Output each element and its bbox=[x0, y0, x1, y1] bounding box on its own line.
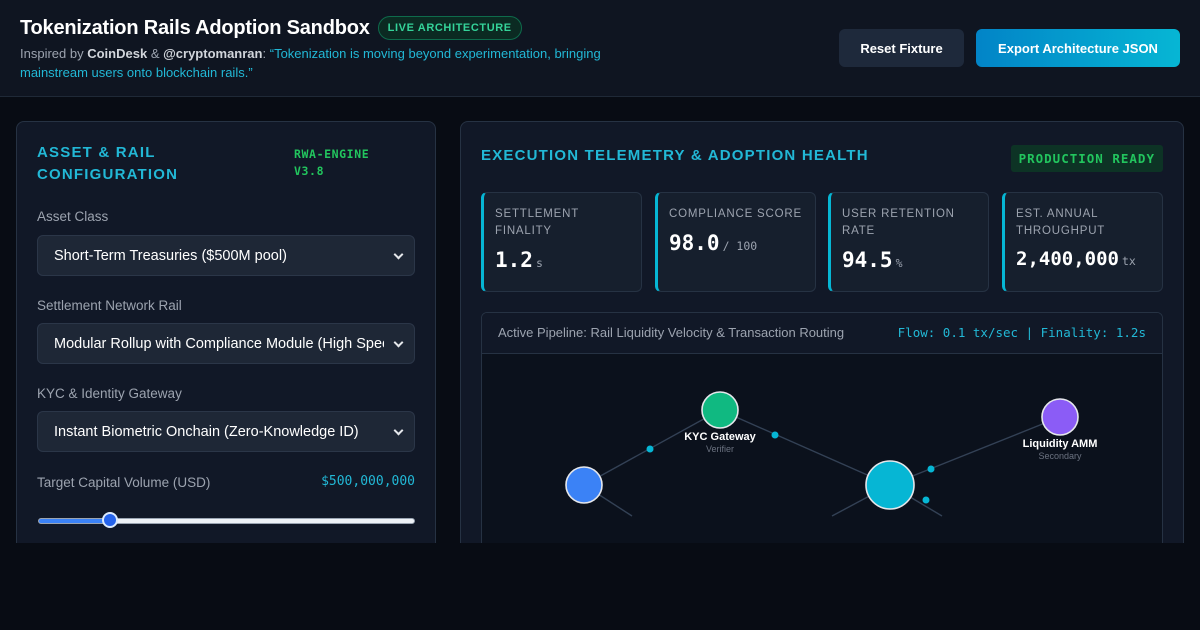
metric-value: 1.2 s bbox=[495, 248, 543, 272]
node-kyc-gateway[interactable] bbox=[701, 391, 739, 429]
metric-label: USER RETENTION RATE bbox=[842, 208, 955, 237]
telemetry-panel-heading: EXECUTION TELEMETRY & ADOPTION HEALTH bbox=[481, 147, 869, 164]
chevron-down-icon bbox=[393, 337, 404, 348]
pipeline-graph: KYC Gateway Verifier Liquidity AMM Secon… bbox=[565, 391, 1098, 517]
title-row: Tokenization Rails Adoption Sandbox LIVE… bbox=[20, 16, 522, 40]
metric-number: 1.2 bbox=[495, 248, 533, 272]
pipeline-header: Active Pipeline: Rail Liquidity Velocity… bbox=[482, 313, 1162, 354]
metric-unit: tx bbox=[1121, 254, 1136, 268]
metric-card-annual-throughput: EST. ANNUAL THROUGHPUT 2,400,000 tx bbox=[1002, 192, 1163, 292]
subtitle-source-coindesk: CoinDesk bbox=[87, 46, 148, 61]
metric-card-user-retention: USER RETENTION RATE 94.5% bbox=[828, 192, 989, 292]
pipeline-nodes bbox=[565, 391, 1079, 510]
app-subtitle: Inspired by CoinDesk & @cryptomanran: “T… bbox=[20, 44, 630, 82]
node-amm-name: Liquidity AMM bbox=[1023, 438, 1098, 450]
metric-card-compliance-score: COMPLIANCE SCORE 98.0/ 100 bbox=[655, 192, 816, 292]
node-source[interactable] bbox=[565, 466, 603, 504]
metric-unit: / 100 bbox=[722, 239, 758, 253]
metric-value: 94.5% bbox=[842, 248, 903, 272]
pipeline-edges bbox=[583, 409, 1061, 517]
kyc-gateway-select[interactable]: Instant Biometric Onchain (Zero-Knowledg… bbox=[37, 411, 415, 452]
metric-card-settlement-finality: SETTLEMENT FINALITY 1.2 s bbox=[481, 192, 642, 292]
subtitle-prefix: Inspired by bbox=[20, 46, 84, 61]
metric-value: 98.0/ 100 bbox=[669, 231, 757, 255]
asset-class-label: Asset Class bbox=[37, 209, 109, 224]
app-header: Tokenization Rails Adoption Sandbox LIVE… bbox=[0, 0, 1200, 97]
config-panel: ASSET & RAIL CONFIGURATION RWA-ENGINE V3… bbox=[16, 121, 436, 543]
node-liquidity-amm[interactable] bbox=[1041, 398, 1079, 436]
flow-particle bbox=[927, 465, 935, 473]
kyc-gateway-label: KYC & Identity Gateway bbox=[37, 386, 182, 401]
node-kyc-name: KYC Gateway bbox=[684, 431, 756, 443]
engine-version-tag: RWA-ENGINE V3.8 bbox=[294, 147, 370, 178]
asset-class-value: Short-Term Treasuries ($500M pool) bbox=[54, 247, 287, 264]
pipeline-visualizer: Active Pipeline: Rail Liquidity Velocity… bbox=[481, 312, 1163, 543]
subtitle-connector: & bbox=[150, 46, 160, 61]
config-panel-heading: ASSET & RAIL CONFIGURATION bbox=[37, 144, 179, 183]
metric-label: EST. ANNUAL THROUGHPUT bbox=[1016, 208, 1106, 237]
production-status-badge: PRODUCTION READY bbox=[1010, 145, 1163, 172]
metric-number: 2,400,000 bbox=[1016, 248, 1119, 270]
edge-rail-amm bbox=[889, 416, 1061, 486]
app-title: Tokenization Rails Adoption Sandbox bbox=[20, 16, 370, 39]
telemetry-panel: EXECUTION TELEMETRY & ADOPTION HEALTH PR… bbox=[460, 121, 1184, 543]
metric-value: 2,400,000 tx bbox=[1016, 248, 1136, 270]
subtitle-colon: : bbox=[262, 46, 267, 61]
export-architecture-json-button[interactable]: Export Architecture JSON bbox=[976, 29, 1180, 67]
target-volume-slider-fill bbox=[39, 519, 111, 523]
metric-number: 98.0 bbox=[669, 231, 720, 255]
reset-fixture-button[interactable]: Reset Fixture bbox=[839, 29, 964, 67]
chevron-down-icon bbox=[393, 425, 404, 436]
asset-class-select[interactable]: Short-Term Treasuries ($500M pool) bbox=[37, 235, 415, 276]
target-volume-label: Target Capital Volume (USD) bbox=[37, 475, 211, 490]
kyc-gateway-value: Instant Biometric Onchain (Zero-Knowledg… bbox=[54, 423, 359, 440]
metric-unit: s bbox=[535, 256, 543, 270]
network-rail-value: Modular Rollup with Compliance Module (H… bbox=[54, 335, 384, 352]
network-rail-label: Settlement Network Rail bbox=[37, 298, 182, 313]
metric-number: 94.5 bbox=[842, 248, 893, 272]
metric-label: SETTLEMENT FINALITY bbox=[495, 208, 579, 237]
flow-particle bbox=[646, 445, 654, 453]
flow-particle bbox=[771, 431, 779, 439]
subtitle-source-handle: @cryptomanran bbox=[163, 46, 263, 61]
chevron-down-icon bbox=[393, 249, 404, 260]
target-volume-value: $500,000,000 bbox=[321, 474, 415, 489]
node-settlement-rail[interactable] bbox=[865, 460, 915, 510]
metric-label: COMPLIANCE SCORE bbox=[669, 208, 802, 220]
network-rail-select[interactable]: Modular Rollup with Compliance Module (H… bbox=[37, 323, 415, 364]
live-architecture-badge: LIVE ARCHITECTURE bbox=[377, 16, 522, 40]
pipeline-flow-stats: Flow: 0.1 tx/sec | Finality: 1.2s bbox=[897, 325, 1146, 340]
target-volume-slider-track[interactable] bbox=[38, 518, 415, 524]
node-amm-role: Secondary bbox=[1038, 451, 1082, 461]
subtitle-quote: “Tokenization is moving beyond experimen… bbox=[20, 46, 601, 80]
flow-particles bbox=[646, 431, 935, 504]
edge-kyc-rail bbox=[719, 409, 891, 486]
target-volume-slider-thumb[interactable] bbox=[101, 512, 118, 528]
metric-unit: % bbox=[895, 256, 903, 270]
node-kyc-role: Verifier bbox=[706, 444, 734, 454]
flow-particle bbox=[922, 496, 930, 504]
main-content: ASSET & RAIL CONFIGURATION RWA-ENGINE V3… bbox=[0, 97, 1200, 543]
pipeline-title: Active Pipeline: Rail Liquidity Velocity… bbox=[498, 325, 845, 340]
